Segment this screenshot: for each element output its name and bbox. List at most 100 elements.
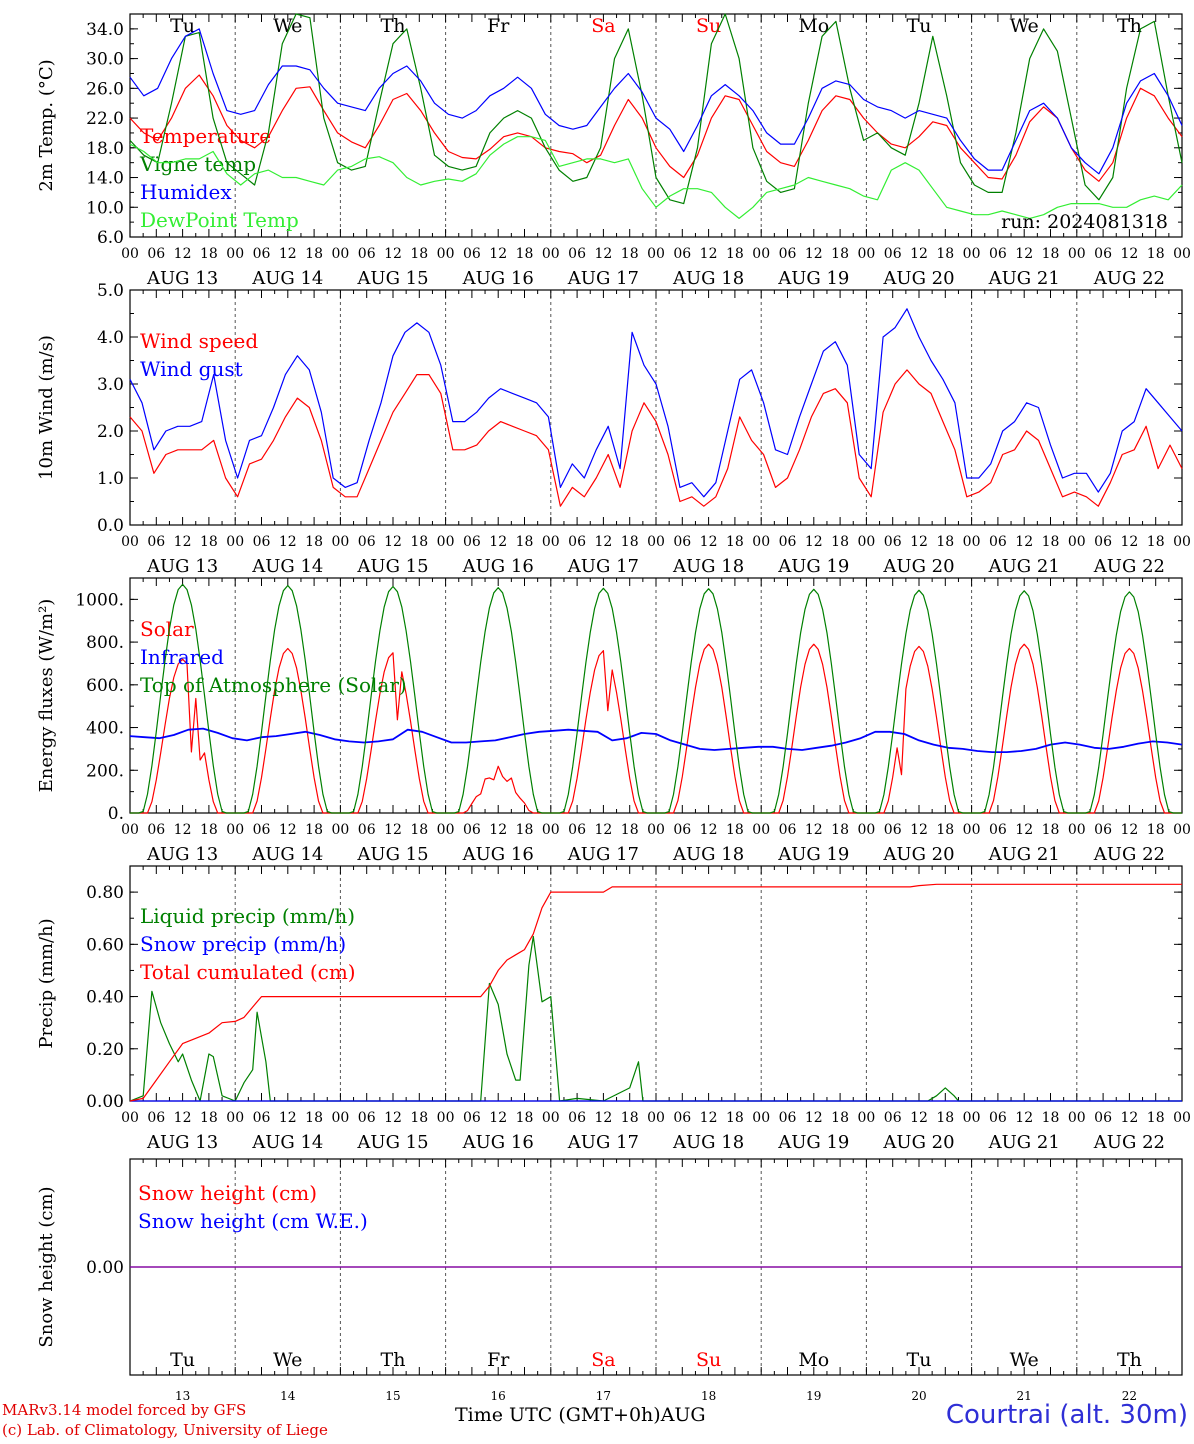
hour-tick-label: 00 <box>226 822 244 838</box>
hour-tick-label: 12 <box>279 822 297 838</box>
hour-tick-label: 12 <box>1120 822 1138 838</box>
hour-tick-label: 06 <box>253 246 271 262</box>
hour-tick-label: 12 <box>594 534 612 550</box>
date-label: AUG 15 <box>356 268 428 289</box>
hour-tick-label: 18 <box>726 1110 744 1126</box>
date-label: AUG 17 <box>567 268 639 289</box>
date-label: AUG 18 <box>672 844 744 865</box>
hour-tick-label: 12 <box>594 822 612 838</box>
series-line-total-cumulated-cm- <box>129 883 1182 1102</box>
date-label: AUG 14 <box>251 556 323 577</box>
date-label: AUG 22 <box>1093 556 1165 577</box>
hour-tick-label: 18 <box>1147 534 1165 550</box>
hour-tick-label: 12 <box>489 822 507 838</box>
hour-tick-label: 06 <box>989 246 1007 262</box>
hour-tick-label: 00 <box>963 822 981 838</box>
series-line-vigne-temp <box>129 13 1183 205</box>
date-label: AUG 20 <box>882 1132 954 1153</box>
day-name-bottom: Fr <box>487 1349 510 1371</box>
day-name-bottom: Tu <box>907 1349 932 1371</box>
hour-tick-label: 00 <box>331 822 349 838</box>
hour-tick-label: 00 <box>226 534 244 550</box>
y-tick-label: 18.0 <box>86 139 124 159</box>
hour-tick-label: 12 <box>700 246 718 262</box>
hour-tick-label: 12 <box>805 534 823 550</box>
y-tick-label: 0.00 <box>86 1258 124 1278</box>
day-name-top: Tu <box>170 15 195 37</box>
hour-tick-label: 00 <box>437 246 455 262</box>
y-tick-label: 0.80 <box>86 883 124 903</box>
hour-tick-label: 06 <box>989 822 1007 838</box>
hour-tick-label: 00 <box>1173 246 1191 262</box>
hour-tick-label: 12 <box>1015 1110 1033 1126</box>
y-axis-label: 2m Temp. (°C) <box>36 59 57 191</box>
day-number: 18 <box>701 1389 716 1403</box>
day-number: 19 <box>806 1389 821 1403</box>
hour-tick-label: 06 <box>253 534 271 550</box>
hour-tick-label: 06 <box>568 246 586 262</box>
date-label: AUG 21 <box>988 556 1060 577</box>
run-label: run: 2024081318 <box>1001 211 1168 233</box>
hour-tick-label: 18 <box>831 1110 849 1126</box>
legend-entry: Solar <box>140 617 194 641</box>
legend-entry: Snow height (cm) <box>138 1181 317 1205</box>
hour-tick-label: 18 <box>200 246 218 262</box>
y-axis-label: Snow height (cm) <box>36 1186 57 1347</box>
day-name-top: Su <box>696 15 721 37</box>
day-number: 15 <box>385 1389 400 1403</box>
series-line-wind-gust <box>129 308 1183 498</box>
hour-tick-label: 06 <box>358 1110 376 1126</box>
y-tick-label: 0.60 <box>86 935 124 955</box>
hour-tick-label: 12 <box>910 822 928 838</box>
hour-tick-label: 00 <box>752 1110 770 1126</box>
legend-entry: DewPoint Temp <box>140 208 299 232</box>
hour-tick-label: 06 <box>989 534 1007 550</box>
day-number: 13 <box>175 1389 190 1403</box>
credit-model: MARv3.14 model forced by GFS <box>2 1401 247 1419</box>
day-number: 21 <box>1017 1389 1032 1403</box>
hour-tick-label: 18 <box>936 822 954 838</box>
hour-tick-label: 12 <box>1120 534 1138 550</box>
hour-tick-label: 06 <box>147 1110 165 1126</box>
y-axis-label: Precip (mm/h) <box>36 918 57 1048</box>
hour-tick-label: 06 <box>463 246 481 262</box>
y-axis-label: 10m Wind (m/s) <box>36 335 57 480</box>
hour-tick-label: 00 <box>226 1110 244 1126</box>
hour-tick-label: 06 <box>463 822 481 838</box>
hour-tick-label: 12 <box>1120 1110 1138 1126</box>
legend-entry: Wind speed <box>140 329 258 353</box>
date-label: AUG 16 <box>462 844 534 865</box>
hour-tick-label: 12 <box>174 822 192 838</box>
date-label: AUG 15 <box>356 1132 428 1153</box>
hour-tick-label: 00 <box>963 1110 981 1126</box>
date-label: AUG 14 <box>251 1132 323 1153</box>
hour-tick-label: 06 <box>779 534 797 550</box>
hour-tick-label: 00 <box>963 534 981 550</box>
hour-tick-label: 06 <box>147 822 165 838</box>
hour-tick-label: 12 <box>805 246 823 262</box>
hour-tick-label: 06 <box>253 822 271 838</box>
hour-tick-label: 12 <box>489 534 507 550</box>
hour-tick-label: 12 <box>279 246 297 262</box>
hour-tick-label: 12 <box>1015 822 1033 838</box>
hour-tick-label: 06 <box>673 822 691 838</box>
hour-tick-label: 06 <box>989 1110 1007 1126</box>
day-name-top: Th <box>1117 15 1142 37</box>
legend-entry: Wind gust <box>140 357 243 381</box>
hour-tick-label: 18 <box>1042 822 1060 838</box>
hour-tick-label: 18 <box>305 534 323 550</box>
hour-tick-label: 06 <box>884 246 902 262</box>
hour-tick-label: 06 <box>358 822 376 838</box>
date-label: AUG 16 <box>462 268 534 289</box>
hour-tick-label: 18 <box>200 822 218 838</box>
hour-tick-label: 12 <box>700 1110 718 1126</box>
hour-tick-label: 18 <box>831 534 849 550</box>
date-label: AUG 19 <box>777 1132 849 1153</box>
day-number: 22 <box>1122 1389 1137 1403</box>
hour-tick-label: 18 <box>1147 1110 1165 1126</box>
hour-tick-label: 06 <box>779 822 797 838</box>
hour-tick-label: 06 <box>568 822 586 838</box>
hour-tick-label: 06 <box>673 246 691 262</box>
date-label: AUG 20 <box>882 556 954 577</box>
legend-entry: Snow precip (mm/h) <box>140 932 346 956</box>
